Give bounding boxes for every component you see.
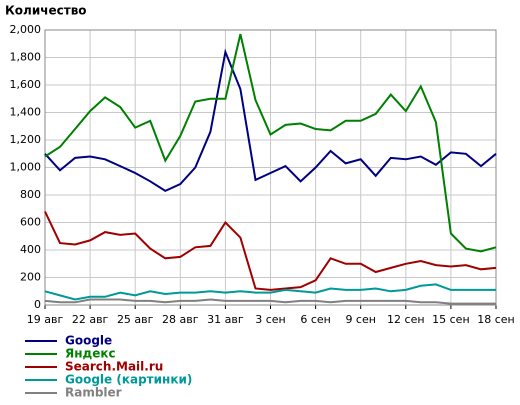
series-line <box>44 33 497 253</box>
x-tick-label: 6 сен <box>300 313 331 326</box>
y-tick-label: 1,600 <box>10 78 42 91</box>
x-tick-label: 19 авг <box>27 313 64 326</box>
y-tick-label: 1,200 <box>10 133 42 146</box>
legend-label: Google <box>65 334 112 348</box>
y-tick-label: 600 <box>20 216 41 229</box>
legend-label: Яндекс <box>65 347 116 361</box>
y-tick-label: 800 <box>20 188 41 201</box>
y-tick-label: 0 <box>34 298 41 311</box>
y-tick-label: 2,000 <box>10 23 42 36</box>
legend-label: Rambler <box>65 386 122 400</box>
series-line <box>44 48 497 193</box>
series-line <box>44 298 496 305</box>
y-tick-label: 1,800 <box>10 51 42 64</box>
series-line <box>44 211 497 291</box>
series-line <box>44 283 496 301</box>
x-tick-label: 31 авг <box>207 313 244 326</box>
legend-label: Search.Mail.ru <box>65 360 163 374</box>
y-tick-label: 200 <box>20 271 41 284</box>
x-tick-label: 28 авг <box>162 313 199 326</box>
x-tick-label: 18 сен <box>477 313 515 326</box>
x-tick-label: 25 авг <box>117 313 154 326</box>
x-tick-label: 9 сен <box>345 313 376 326</box>
y-tick-label: 1,000 <box>10 161 42 174</box>
x-tick-label: 15 сен <box>432 313 470 326</box>
plot-border <box>44 29 497 306</box>
x-tick-label: 3 сен <box>255 313 286 326</box>
y-tick-label: 1,400 <box>10 106 42 119</box>
x-tick-label: 12 сен <box>387 313 425 326</box>
y-tick-label: 400 <box>20 243 41 256</box>
legend-label: Google (картинки) <box>65 373 192 387</box>
x-tick-label: 22 авг <box>72 313 109 326</box>
chart-title: Количество <box>5 4 87 18</box>
